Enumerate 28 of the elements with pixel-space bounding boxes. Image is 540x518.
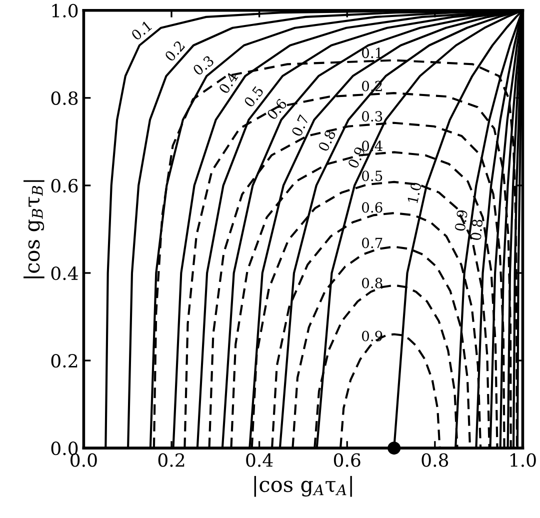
series-label: 0.5: [362, 170, 382, 182]
y-axis-title: |cos g$_{B}$τ$_{B}$|: [24, 180, 44, 278]
y-tick-label: 0.2: [51, 354, 78, 368]
text: 0.7: [291, 114, 310, 137]
y-tick-label: 0.0: [51, 442, 78, 456]
text: 0.2: [164, 40, 186, 62]
series-label: 0.1: [362, 48, 382, 58]
y-tick-label: 0.4: [51, 266, 78, 280]
series-label: 0.8: [362, 278, 382, 288]
y-tick-label: 0.8: [51, 91, 78, 106]
y-tick-label: 1.0: [52, 4, 78, 18]
text: 0.8: [470, 219, 483, 240]
x-tick-label: 0.2: [158, 453, 184, 467]
text: 0.9: [454, 210, 468, 232]
x-tick-label: 0.8: [422, 453, 448, 467]
series-label: 0.3: [362, 111, 382, 122]
x-axis-title: |cos g$_{A}$τ$_{A}$|: [254, 476, 352, 497]
text: 0.1: [130, 20, 152, 41]
text: 0.3: [192, 55, 214, 76]
y-tick-label: 0.6: [51, 178, 78, 193]
series-label: 0.7: [362, 238, 382, 248]
text: 0.4: [218, 71, 238, 94]
x-tick-label: 0.6: [334, 453, 360, 467]
x-tick-label: 0.0: [70, 453, 97, 467]
series-label: 0.6: [362, 202, 382, 213]
x-tick-label: 0.4: [246, 453, 273, 467]
text: 0.5: [243, 86, 264, 108]
x-tick-label: 1.0: [510, 453, 536, 467]
